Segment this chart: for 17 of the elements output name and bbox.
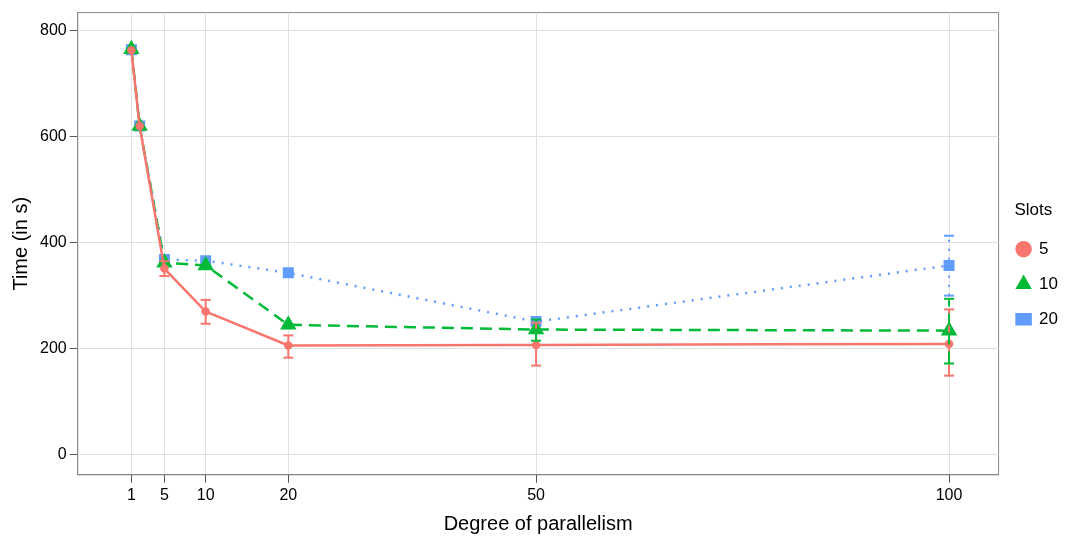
x-tick-label: 10 [196, 485, 215, 503]
x-tick-label: 50 [527, 485, 546, 503]
x-axis-title: Degree of parallelism [443, 511, 633, 534]
legend-label: 20 [1039, 308, 1059, 328]
y-tick-label: 400 [39, 233, 67, 251]
y-tick-label: 600 [39, 127, 67, 145]
x-tick-label: 5 [159, 485, 169, 503]
legend-label: 10 [1039, 273, 1059, 293]
x-tick-label: 1 [126, 485, 136, 503]
y-axis-title: Time (in s) [8, 196, 31, 291]
x-tick-label: 20 [279, 485, 298, 503]
y-tick-label: 0 [57, 445, 67, 463]
legend-label: 5 [1039, 238, 1049, 258]
y-tick-label: 800 [39, 21, 67, 39]
y-tick-label: 200 [39, 339, 67, 357]
x-tick-label: 100 [935, 485, 963, 503]
legend-title: Slots [1014, 200, 1053, 220]
